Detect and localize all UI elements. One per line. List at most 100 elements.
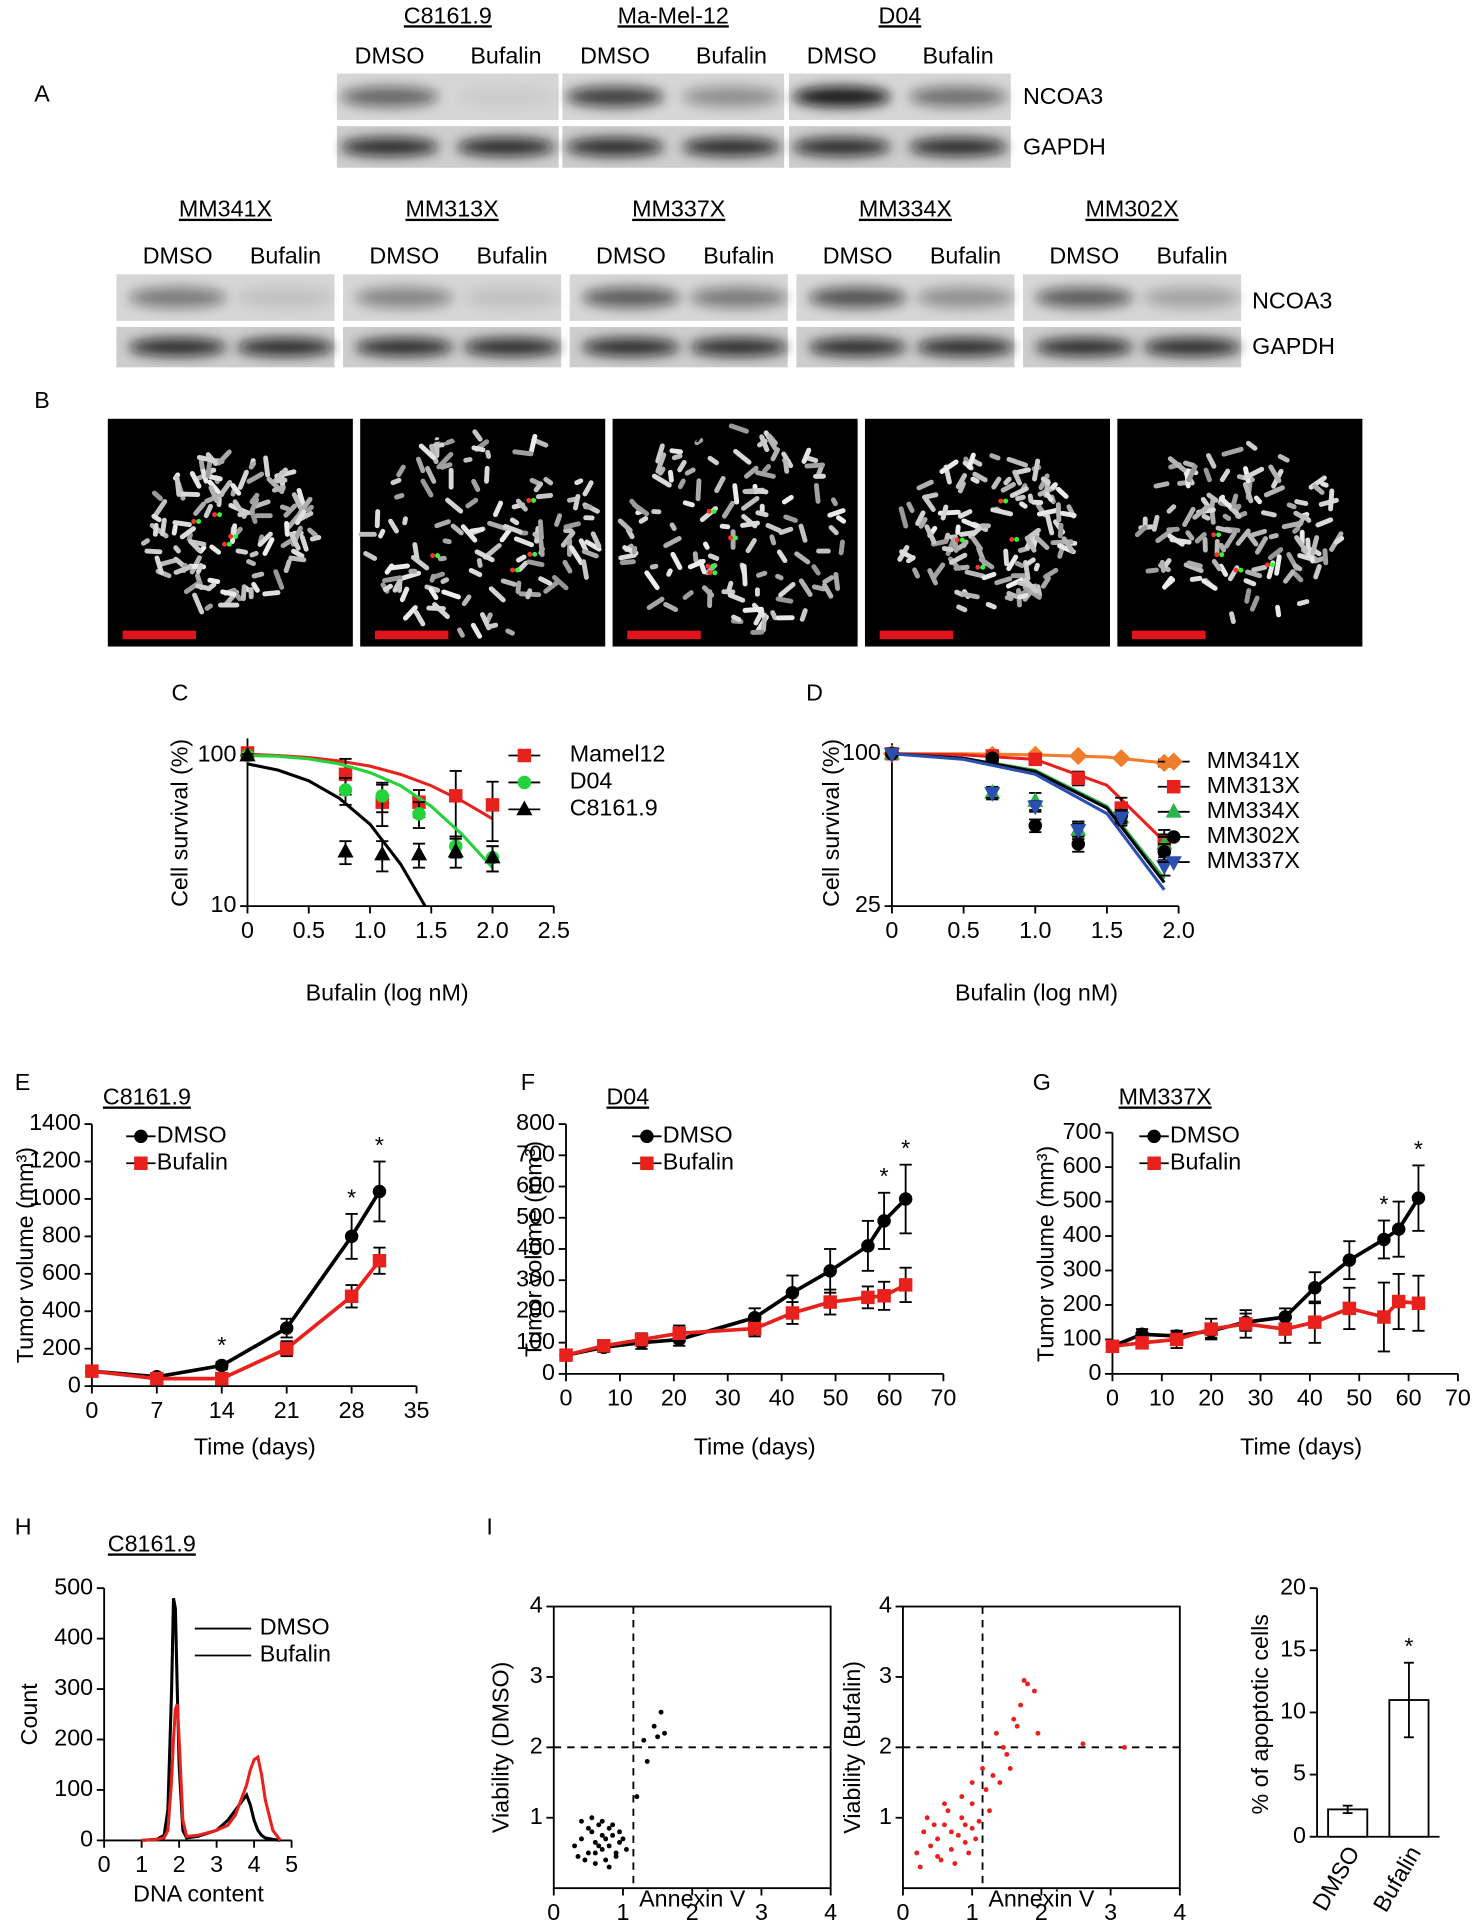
chromosome xyxy=(484,465,490,484)
blot-band xyxy=(236,338,335,357)
x-tick-label: 0 xyxy=(241,917,254,943)
blot-band xyxy=(581,287,680,308)
data-point xyxy=(1391,1222,1406,1236)
data-point xyxy=(613,1850,619,1856)
treatment-label: Bufalin xyxy=(250,242,321,268)
chromosome xyxy=(769,534,777,546)
chromosome xyxy=(1275,604,1282,618)
panel-label: D xyxy=(806,679,823,705)
chromosome xyxy=(1283,569,1296,584)
chromosome xyxy=(1003,476,1012,486)
chromosome xyxy=(827,508,846,518)
y-tick-label: 700 xyxy=(1063,1118,1102,1144)
chromosome xyxy=(1235,528,1251,546)
chromosome xyxy=(538,538,545,558)
chromosome xyxy=(916,479,934,491)
treatment-label: DMSO xyxy=(580,43,650,69)
chromosome xyxy=(1274,554,1282,576)
legend-marker xyxy=(134,1156,148,1170)
chromosome xyxy=(445,497,464,514)
treatment-label: DMSO xyxy=(596,242,666,268)
y-axis-label: Cell survival (%) xyxy=(166,739,192,907)
fish-signal xyxy=(1269,562,1275,568)
legend-label: Bufalin xyxy=(260,1641,331,1667)
data-point xyxy=(1004,1751,1010,1757)
row-label: GAPDH xyxy=(1252,333,1335,359)
x-tick-label: 20 xyxy=(661,1385,687,1411)
chromosome xyxy=(390,477,402,486)
chromosome xyxy=(428,586,439,601)
chromosome xyxy=(776,549,788,564)
data-point xyxy=(985,751,1000,765)
data-point xyxy=(606,1864,612,1870)
data-point xyxy=(447,842,464,858)
chromosome xyxy=(1243,466,1265,480)
data-point xyxy=(1080,1741,1086,1747)
y-axis-label: Tumor volume (mm³) xyxy=(1033,1146,1059,1362)
chromosome xyxy=(470,622,483,639)
data-point xyxy=(617,1839,622,1845)
data-point xyxy=(589,1815,595,1821)
data-point xyxy=(603,1857,609,1863)
data-point xyxy=(997,1780,1003,1785)
fish-signal xyxy=(710,563,716,569)
y-tick-label: 25 xyxy=(855,891,881,917)
x-axis-label: Time (days) xyxy=(694,1434,816,1460)
micrograph-value: 5.5±1.2 xyxy=(270,617,347,643)
x-tick-label: 20 xyxy=(1198,1385,1224,1411)
legend-label: MM341X xyxy=(1207,747,1301,773)
series-line xyxy=(1112,1299,1419,1349)
data-point xyxy=(877,1214,891,1228)
chromosome xyxy=(248,587,254,600)
data-point xyxy=(1391,1294,1406,1309)
chromosome xyxy=(474,549,495,563)
legend-marker xyxy=(516,800,533,816)
data-point xyxy=(942,1801,947,1807)
chromosome xyxy=(294,509,307,526)
data-point xyxy=(592,1850,598,1856)
chromosome xyxy=(756,570,768,578)
chromosome xyxy=(1244,588,1252,604)
chromosome xyxy=(970,476,980,484)
blot-band xyxy=(808,338,907,357)
data-point xyxy=(785,1285,800,1300)
chromosome xyxy=(813,482,821,504)
x-tick-label: 1.0 xyxy=(354,917,386,943)
blot-band xyxy=(909,86,1008,107)
data-point xyxy=(898,1192,913,1206)
chromosome xyxy=(516,554,527,563)
chromosome xyxy=(813,473,826,479)
data-point xyxy=(344,1289,359,1304)
data-point xyxy=(599,1818,605,1824)
data-point xyxy=(945,1808,951,1814)
y-tick-label: 600 xyxy=(516,1172,555,1198)
chromosome xyxy=(402,516,408,526)
x-tick-label: 30 xyxy=(715,1385,741,1411)
blot-band xyxy=(463,338,562,357)
data-point xyxy=(672,1326,686,1341)
cell-line-label: MM313X xyxy=(406,196,500,222)
data-point xyxy=(948,1846,954,1852)
y-tick-label: 200 xyxy=(54,1725,93,1751)
chromosome xyxy=(1182,506,1196,528)
chromosome xyxy=(655,452,667,474)
micrograph-label: MM313X xyxy=(365,421,459,447)
data-point xyxy=(1032,1688,1037,1694)
legend-label: D04 xyxy=(570,768,613,794)
x-tick-label: 2 xyxy=(173,1851,186,1877)
x-tick-label: 4 xyxy=(248,1851,261,1877)
chromosome xyxy=(836,515,847,524)
chromosome xyxy=(463,457,473,463)
chromosome xyxy=(811,584,826,592)
chromosome xyxy=(728,423,749,434)
data-point xyxy=(1342,1301,1357,1316)
chromosome xyxy=(262,537,275,556)
chromosome xyxy=(151,490,163,501)
blot-band xyxy=(566,137,665,157)
chromosome xyxy=(765,522,783,534)
chromosome xyxy=(741,496,760,511)
x-tick-label: 35 xyxy=(404,1397,430,1423)
micrograph xyxy=(864,418,1110,647)
data-point xyxy=(375,789,389,803)
chromosome xyxy=(207,474,223,482)
